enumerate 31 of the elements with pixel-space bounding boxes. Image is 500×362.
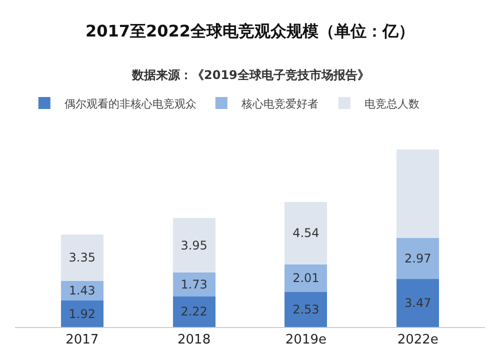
- bar: [396, 149, 440, 238]
- bar: [396, 238, 440, 280]
- bar: [60, 300, 104, 327]
- data-label: 2.01: [292, 271, 320, 286]
- bar: [284, 264, 328, 292]
- bar: [60, 234, 104, 281]
- legend-label: 电竞总人数: [364, 97, 420, 110]
- x-tick-label: 2019e: [285, 332, 326, 348]
- chart-title: 2017至2022全球电竞观众规模（单位：亿）: [85, 22, 415, 41]
- x-tick-label: 2017: [66, 332, 99, 348]
- x-tick-label: 2018: [178, 332, 211, 348]
- chart-subtitle: 数据来源：《2019全球电子竞技市场报告》: [131, 68, 370, 82]
- data-label: 3.47: [404, 296, 432, 310]
- x-tick-label: 2022e: [397, 332, 438, 348]
- bar: [284, 292, 328, 327]
- bar: [172, 218, 216, 273]
- bar: [172, 296, 216, 327]
- data-label: 2.22: [180, 304, 208, 319]
- data-label: 3.35: [68, 250, 96, 265]
- legend-label: 核心电竞爱好者: [240, 97, 318, 110]
- bar: [284, 202, 328, 264]
- data-label: 1.43: [69, 284, 96, 298]
- legend-label: 偶尔观看的非核心电竞观众: [64, 97, 196, 110]
- data-label: 1.73: [180, 277, 208, 292]
- bar: [396, 279, 440, 327]
- data-label: 2.53: [292, 302, 320, 317]
- data-label: 2.97: [404, 252, 432, 266]
- data-label: 4.54: [292, 226, 320, 240]
- data-label: 3.95: [180, 238, 208, 252]
- data-label: 1.92: [68, 306, 96, 321]
- bar: [172, 272, 216, 296]
